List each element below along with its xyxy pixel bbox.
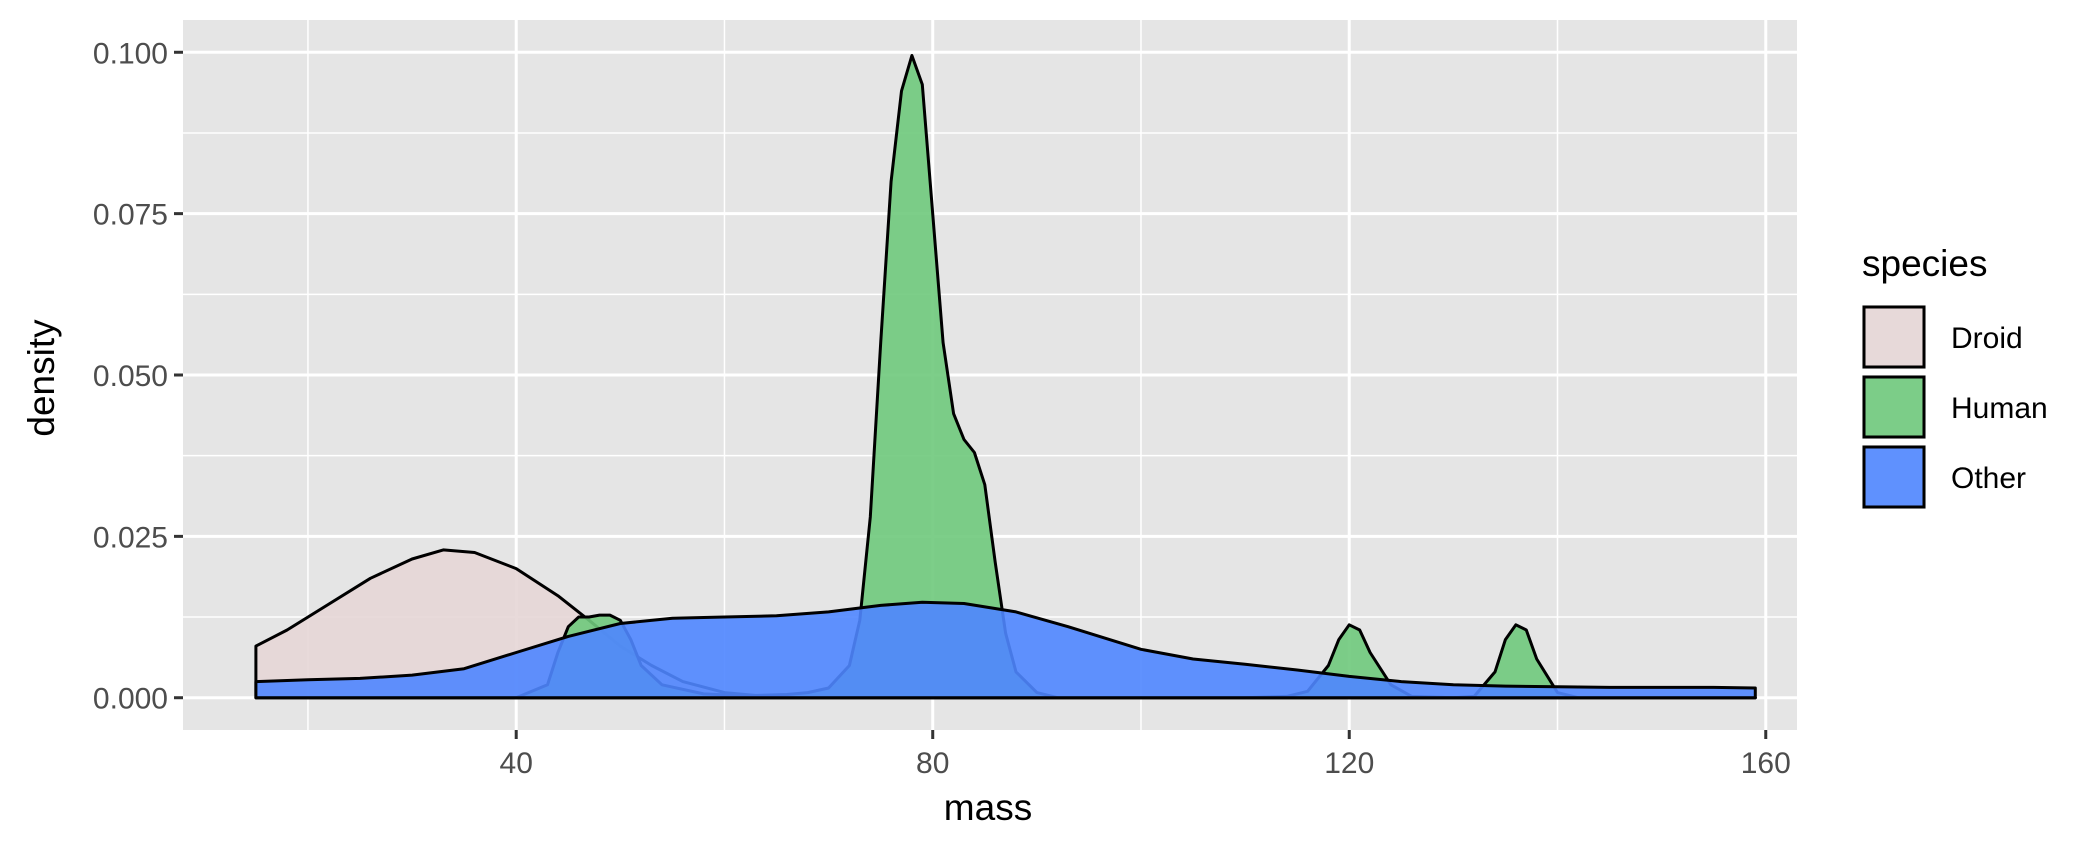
x-tick-label: 120 xyxy=(1324,747,1374,780)
y-tick-label: 0.075 xyxy=(93,199,168,232)
y-tick-label: 0.025 xyxy=(93,521,168,554)
x-axis-title: mass xyxy=(944,787,1032,828)
x-tick-label: 80 xyxy=(916,747,949,780)
axes: 0.000 0.025 0.050 0.075 0.100 40 80 120 160 xyxy=(93,37,1791,780)
legend-title: species xyxy=(1862,243,1987,284)
legend-swatch-droid xyxy=(1862,305,1926,369)
density-area-other xyxy=(254,600,1757,700)
x-tick-label: 40 xyxy=(500,747,533,780)
x-tick-label: 160 xyxy=(1741,747,1791,780)
legend-label-human: Human xyxy=(1951,392,2048,425)
y-tick-label: 0.100 xyxy=(93,37,168,70)
legend: species Droid Human Other xyxy=(1862,243,2048,509)
legend-swatch-human xyxy=(1862,375,1926,439)
legend-label-droid: Droid xyxy=(1951,322,2023,355)
legend-swatch-other xyxy=(1862,445,1926,509)
y-tick-label: 0.000 xyxy=(93,683,168,716)
density-areas xyxy=(254,54,1757,700)
legend-label-other: Other xyxy=(1951,462,2026,495)
y-axis-title: density xyxy=(21,319,62,437)
y-tick-label: 0.050 xyxy=(93,360,168,393)
